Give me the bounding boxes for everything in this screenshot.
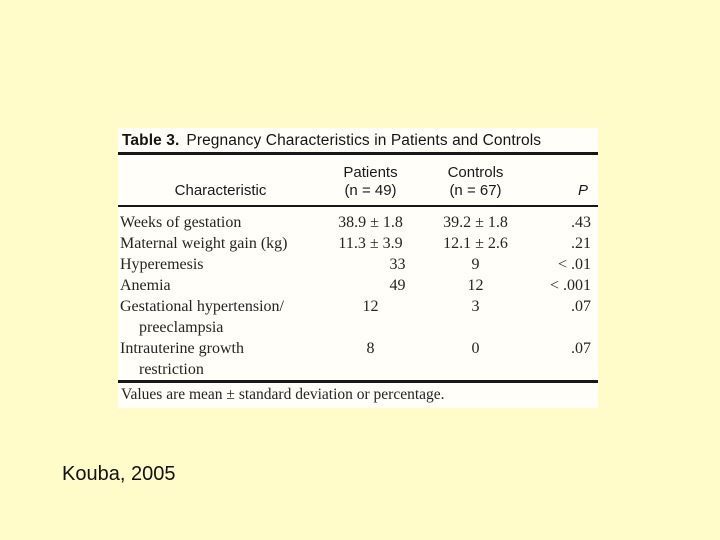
cell-controls: 12.1 ± 2.6 xyxy=(443,235,508,252)
table-header-row: Characteristic Patients (n = 49) Control… xyxy=(118,164,598,199)
table-title-text: Pregnancy Characteristics in Patients an… xyxy=(186,132,542,149)
title-rule xyxy=(118,152,598,155)
cell-p-value: .07 xyxy=(571,298,591,315)
cell-patients: 8 xyxy=(366,340,375,357)
table-title: Table 3. Pregnancy Characteristics in Pat… xyxy=(122,132,598,150)
table-row: Weeks of gestation 38.9 ± 1.8 39.2 ± 1.8… xyxy=(118,212,598,233)
cell-p-value: < .01 xyxy=(557,256,591,273)
cell-controls: 12 xyxy=(467,277,484,294)
header-patients: Patients (n = 49) xyxy=(343,164,398,199)
cell-patients: 49 xyxy=(389,277,406,294)
table-number-label: Table 3. xyxy=(122,132,180,149)
cell-patients: 33 xyxy=(389,256,406,273)
cell-p-value: .43 xyxy=(571,214,591,231)
cell-p-value: .21 xyxy=(571,235,591,252)
cell-characteristic: Anemia xyxy=(120,277,171,294)
table-row: Maternal weight gain (kg) 11.3 ± 3.9 12.… xyxy=(118,233,598,254)
cell-characteristic: Gestational hypertension/ xyxy=(120,298,284,315)
cell-controls: 39.2 ± 1.8 xyxy=(443,214,508,231)
footnote-rule xyxy=(118,380,598,383)
cell-patients: 12 xyxy=(362,298,379,315)
header-p-value: P xyxy=(577,181,588,199)
table-row-continuation: restriction xyxy=(118,359,598,380)
header-controls: Controls (n = 67) xyxy=(447,164,504,199)
cell-controls: 3 xyxy=(471,298,480,315)
table-body: Weeks of gestation 38.9 ± 1.8 39.2 ± 1.8… xyxy=(118,212,598,380)
cell-characteristic: Maternal weight gain (kg) xyxy=(120,235,288,252)
cell-characteristic-line2: preeclampsia xyxy=(139,319,224,336)
table-figure: Table 3. Pregnancy Characteristics in Pat… xyxy=(118,128,598,408)
cell-controls: 0 xyxy=(471,340,480,357)
header-rule xyxy=(118,205,598,207)
cell-characteristic: Intrauterine growth xyxy=(120,340,244,357)
cell-patients: 38.9 ± 1.8 xyxy=(338,214,403,231)
cell-characteristic: Weeks of gestation xyxy=(120,214,242,231)
cell-characteristic: Hyperemesis xyxy=(120,256,204,273)
table-row: Gestational hypertension/ 12 3 .07 xyxy=(118,296,598,317)
cell-p-value: .07 xyxy=(571,340,591,357)
table-row: Hyperemesis 33 9 < .01 xyxy=(118,254,598,275)
cell-patients: 11.3 ± 3.9 xyxy=(338,235,403,252)
table-row: Anemia 49 12 < .001 xyxy=(118,275,598,296)
table-row-continuation: preeclampsia xyxy=(118,317,598,338)
header-characteristic: Characteristic xyxy=(174,181,267,199)
cell-p-value: < .001 xyxy=(549,277,591,294)
table-footnote: Values are mean ± standard deviation or … xyxy=(121,386,445,403)
cell-characteristic-line2: restriction xyxy=(139,361,204,378)
table-row: Intrauterine growth 8 0 .07 xyxy=(118,338,598,359)
cell-controls: 9 xyxy=(471,256,480,273)
citation-text: Kouba, 2005 xyxy=(62,463,176,485)
